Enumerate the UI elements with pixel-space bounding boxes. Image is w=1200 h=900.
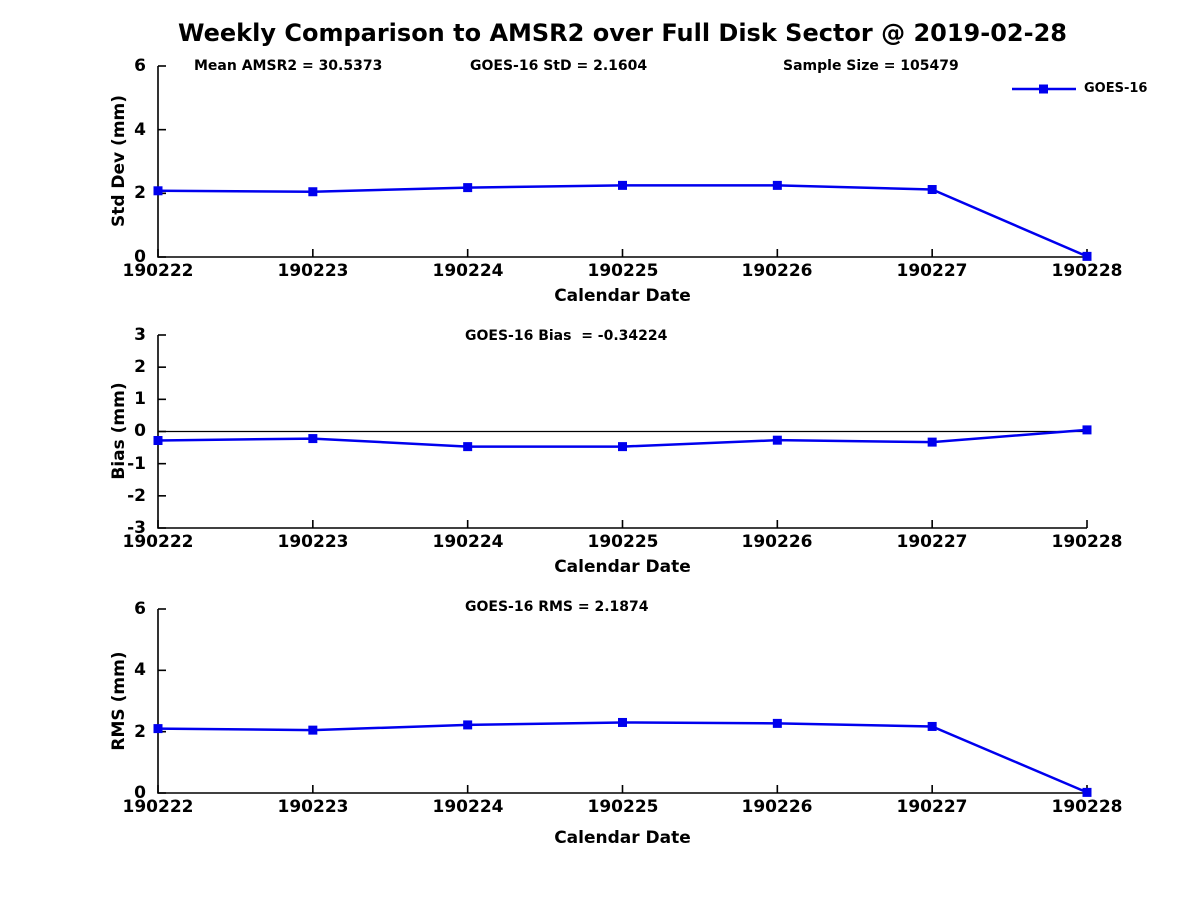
bias-y-tick-label: 1	[134, 389, 146, 409]
rms-x-tick-label: 190227	[896, 797, 968, 817]
bias-x-tick-label: 190227	[896, 532, 968, 552]
rms-x-tick-label: 190222	[122, 797, 194, 817]
bias-x-tick-label: 190226	[741, 532, 813, 552]
legend-line-marker-icon	[1012, 84, 1076, 93]
rms-y-axis-label: RMS (mm)	[109, 651, 129, 751]
bias-y-tick-label: 2	[134, 357, 146, 377]
bias-x-tick-label: 190222	[122, 532, 194, 552]
rms-x-tick-label: 190226	[741, 797, 813, 817]
stddev-y-tick-label: 0	[134, 247, 146, 267]
rms-y-tick-label: 2	[134, 722, 146, 742]
stddev-y-axis-label: Std Dev (mm)	[109, 94, 129, 228]
bias-x-tick-label: 190224	[432, 532, 504, 552]
rms-subplot-title: GOES-16 RMS = 2.1874	[465, 599, 649, 615]
rms-x-axis-label: Calendar Date	[554, 828, 691, 848]
bias-x-tick-label: 190225	[587, 532, 659, 552]
rms-y-tick-label: 4	[134, 660, 146, 680]
legend-label: GOES-16	[1084, 81, 1148, 96]
annotation-goes16-std: GOES-16 StD = 2.1604	[470, 58, 648, 74]
stddev-x-tick-label: 190225	[587, 261, 659, 281]
stddev-x-tick-label: 190227	[896, 261, 968, 281]
stddev-x-tick-label: 190223	[277, 261, 349, 281]
rms-x-tick-label: 190224	[432, 797, 504, 817]
annotation-sample-size: Sample Size = 105479	[783, 58, 959, 74]
rms-y-tick-label: 0	[134, 783, 146, 803]
bias-subplot-title: GOES-16 Bias = -0.34224	[465, 328, 668, 344]
bias-x-tick-label: 190228	[1051, 532, 1123, 552]
stddev-x-axis-label: Calendar Date	[554, 286, 691, 306]
rms-x-tick-label: 190228	[1051, 797, 1123, 817]
stddev-x-tick-label: 190226	[741, 261, 813, 281]
bias-y-tick-label: 3	[134, 325, 146, 345]
bias-y-tick-label: 0	[134, 421, 146, 441]
bias-x-axis-label: Calendar Date	[554, 557, 691, 577]
rms-x-tick-label: 190225	[587, 797, 659, 817]
stddev-y-tick-label: 6	[134, 56, 146, 76]
stddev-y-tick-label: 4	[134, 120, 146, 140]
stddev-x-tick-label: 190222	[122, 261, 194, 281]
stddev-y-tick-label: 2	[134, 183, 146, 203]
bias-x-tick-label: 190223	[277, 532, 349, 552]
bias-y-tick-label: -3	[127, 518, 146, 538]
annotation-mean-amsr2: Mean AMSR2 = 30.5373	[194, 58, 383, 74]
rms-y-tick-label: 6	[134, 599, 146, 619]
rms-x-tick-label: 190223	[277, 797, 349, 817]
stddev-x-tick-label: 190224	[432, 261, 504, 281]
bias-y-tick-label: -1	[127, 454, 146, 474]
stddev-x-tick-label: 190228	[1051, 261, 1123, 281]
legend: GOES-16	[1012, 81, 1147, 96]
figure-title: Weekly Comparison to AMSR2 over Full Dis…	[178, 19, 1067, 47]
bias-y-tick-label: -2	[127, 486, 146, 506]
